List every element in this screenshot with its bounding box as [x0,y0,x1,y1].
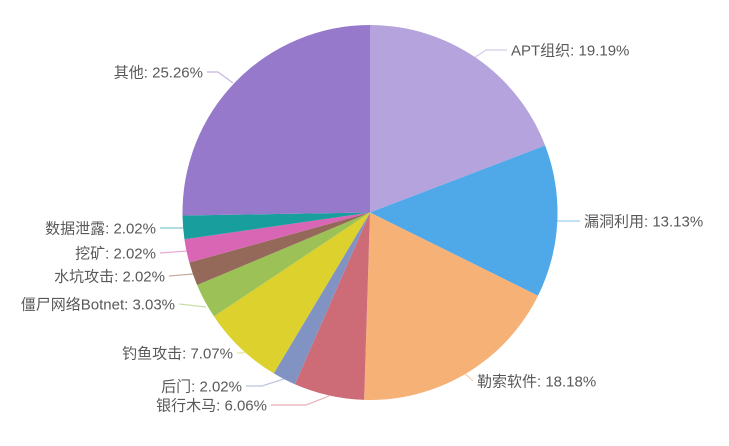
slice-label-phishing: 钓鱼攻击: 7.07% [122,344,233,362]
leader-line-ransomware [457,366,474,382]
leader-line-phishing [237,343,259,354]
pie-slice-apt-group [370,25,546,213]
leader-line-other [207,71,234,84]
slice-label-data-breach: 数据泄露: 2.02% [45,220,156,237]
slice-label-watering-hole: 水坑攻击: 2.02% [54,268,165,285]
pie-slice-botnet [197,212,370,317]
leader-line-banking-trojan [271,395,330,406]
leader-line-mining [159,250,188,254]
pie-slice-banking-trojan [294,212,370,400]
slice-label-ransomware: 勒索软件: 18.18% [477,373,596,390]
slice-label-banking-trojan: 银行木马: 6.06% [156,397,267,414]
slice-label-botnet: 僵尸网络Botnet: 3.03% [21,296,175,313]
leader-line-watering-hole [168,273,194,277]
pie-slice-backdoor [273,212,370,385]
slice-label-vuln-exploit: 漏洞利用: 13.13% [584,213,703,230]
pie-slice-mining [184,212,370,263]
slice-label-apt-group: APT组织: 19.19% [511,42,629,59]
slice-label-mining: 挖矿: 2.02% [75,245,156,262]
slice-label-backdoor: 后门: 2.02% [161,378,242,395]
leader-line-backdoor [246,376,291,387]
pie-slice-data-breach [182,212,370,240]
slice-label-other: 其他: 25.26% [114,64,203,81]
pie-slice-watering-hole [189,212,370,286]
leader-line-botnet [178,303,207,308]
pie-slice-ransomware [364,212,539,401]
pie-slice-phishing [213,212,370,374]
leader-line-apt-group [461,49,507,67]
pie-slice-other [182,25,370,216]
pie-slice-vuln-exploit [370,145,558,296]
